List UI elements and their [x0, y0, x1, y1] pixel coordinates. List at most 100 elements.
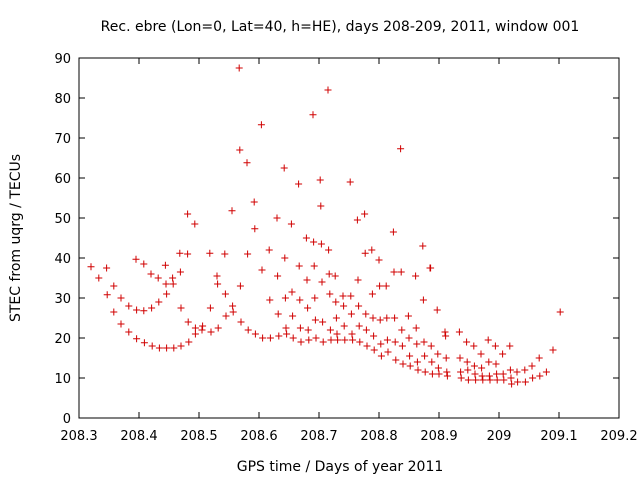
data-point	[340, 302, 348, 310]
data-point	[333, 330, 341, 338]
data-point	[354, 276, 362, 284]
data-point	[154, 274, 162, 282]
data-point	[339, 292, 347, 300]
data-point	[412, 324, 420, 332]
data-point	[163, 344, 171, 352]
data-point	[161, 261, 169, 269]
data-point	[479, 376, 487, 384]
data-point	[117, 320, 125, 328]
data-point	[513, 368, 521, 376]
y-axis-title: STEC from uqrg / TECUs	[8, 154, 24, 322]
data-point	[288, 288, 296, 296]
data-point	[499, 350, 507, 358]
data-point	[406, 352, 414, 360]
data-point	[434, 350, 442, 358]
data-point	[478, 372, 486, 380]
plot-border	[78, 57, 620, 419]
y-tick-label: 80	[54, 92, 71, 107]
data-point	[486, 376, 494, 384]
data-point	[259, 334, 267, 342]
y-tick-label: 0	[63, 412, 71, 427]
data-point	[455, 328, 463, 336]
data-point	[457, 368, 465, 376]
data-point	[169, 280, 177, 288]
data-point	[140, 339, 148, 347]
data-point	[368, 290, 376, 298]
data-point	[110, 282, 118, 290]
data-point	[282, 324, 290, 332]
data-point	[318, 278, 326, 286]
data-point	[295, 262, 303, 270]
data-point	[184, 250, 192, 258]
data-point	[140, 307, 148, 315]
data-point	[206, 249, 214, 257]
data-point	[434, 364, 442, 372]
data-point	[250, 198, 258, 206]
data-point	[110, 308, 118, 316]
data-point	[206, 304, 214, 312]
data-point	[125, 328, 133, 336]
data-point	[148, 304, 156, 312]
data-point	[251, 225, 259, 233]
data-point	[221, 290, 229, 298]
data-point	[305, 336, 313, 344]
data-point	[213, 272, 221, 280]
x-tick-label: 209.2	[600, 429, 637, 444]
data-point	[236, 146, 244, 154]
data-point	[405, 334, 413, 342]
data-point	[549, 346, 557, 354]
x-tick-label: 208.4	[120, 429, 157, 444]
chart-title: Rec. ebre (Lon=0, Lat=40, h=HE), days 20…	[101, 19, 580, 35]
data-point	[485, 358, 493, 366]
x-tick-label: 208.3	[60, 429, 97, 444]
data-point	[399, 360, 407, 368]
data-point	[493, 370, 501, 378]
data-point	[334, 336, 342, 344]
data-point	[542, 368, 550, 376]
data-point	[413, 340, 421, 348]
data-point	[492, 360, 500, 368]
data-point	[370, 346, 378, 354]
data-point	[295, 180, 303, 188]
data-point	[491, 342, 499, 350]
data-point	[87, 263, 95, 271]
data-point	[361, 210, 369, 218]
data-point	[363, 342, 371, 350]
data-point	[464, 376, 472, 384]
x-tick-label: 208.6	[240, 429, 277, 444]
data-point	[556, 308, 564, 316]
data-point	[377, 352, 385, 360]
data-point	[191, 220, 199, 228]
data-point	[382, 282, 390, 290]
data-point	[297, 338, 305, 346]
data-point	[237, 318, 245, 326]
data-point	[361, 249, 369, 257]
data-point	[326, 290, 334, 298]
data-point	[251, 330, 259, 338]
data-point	[95, 274, 103, 282]
data-point	[412, 272, 420, 280]
data-point	[316, 176, 324, 184]
x-tick-label: 209.1	[540, 429, 577, 444]
data-point	[391, 314, 399, 322]
data-point	[199, 322, 207, 330]
data-point	[326, 326, 334, 334]
data-point	[229, 302, 237, 310]
data-point	[406, 362, 414, 370]
data-point	[355, 302, 363, 310]
data-point	[317, 240, 325, 248]
data-point	[176, 249, 184, 257]
data-point	[375, 256, 383, 264]
data-point	[528, 362, 536, 370]
data-point	[506, 342, 514, 350]
plot-area	[78, 57, 620, 419]
data-point	[275, 332, 283, 340]
data-point	[287, 220, 295, 228]
data-point	[274, 310, 282, 318]
data-point	[471, 370, 479, 378]
y-tick-label: 20	[54, 332, 71, 347]
data-point	[443, 372, 451, 380]
data-point	[419, 296, 427, 304]
data-point	[125, 302, 133, 310]
